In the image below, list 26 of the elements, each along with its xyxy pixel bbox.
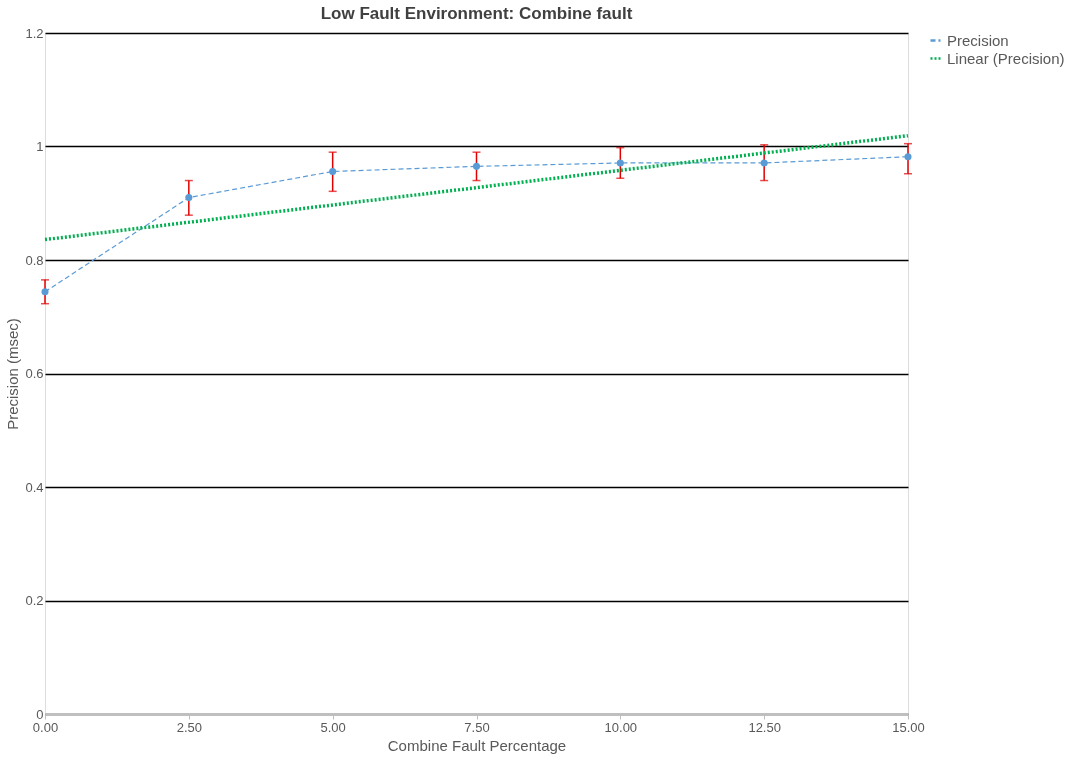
x-tick-label: 12.50 (748, 719, 781, 735)
point (329, 167, 337, 175)
point (760, 159, 768, 167)
x-tick-label: 7.50 (464, 719, 490, 735)
point (616, 159, 624, 167)
y-tick-label: 0.4 (25, 479, 44, 495)
y-axis-title: Precision (msec) (4, 318, 22, 430)
point (472, 162, 481, 170)
chart-title: Low Fault Environment: Combine fault (320, 4, 633, 23)
y-tick-label: 0 (36, 706, 44, 722)
point (904, 153, 912, 161)
x-axis-title: Combine Fault Percentage (387, 736, 567, 754)
y-tick-label: 1.2 (25, 25, 44, 41)
x-tick-label: 0.00 (32, 719, 59, 735)
x-tick-label: 15.00 (892, 719, 925, 735)
point (41, 288, 49, 296)
y-tick-label: 0.8 (25, 252, 44, 268)
legend-label: Precision (947, 31, 1009, 49)
x-tick-label: 5.00 (320, 719, 346, 735)
y-tick-label: 0.6 (25, 366, 44, 381)
y-tick-label: 0.2 (25, 593, 44, 608)
point (185, 194, 193, 202)
legend-label: Linear (Precision) (947, 49, 1065, 67)
y-tick-label: 1 (36, 139, 44, 154)
x-tick-label: 10.00 (604, 719, 638, 735)
x-tick-label: 2.50 (176, 719, 202, 735)
